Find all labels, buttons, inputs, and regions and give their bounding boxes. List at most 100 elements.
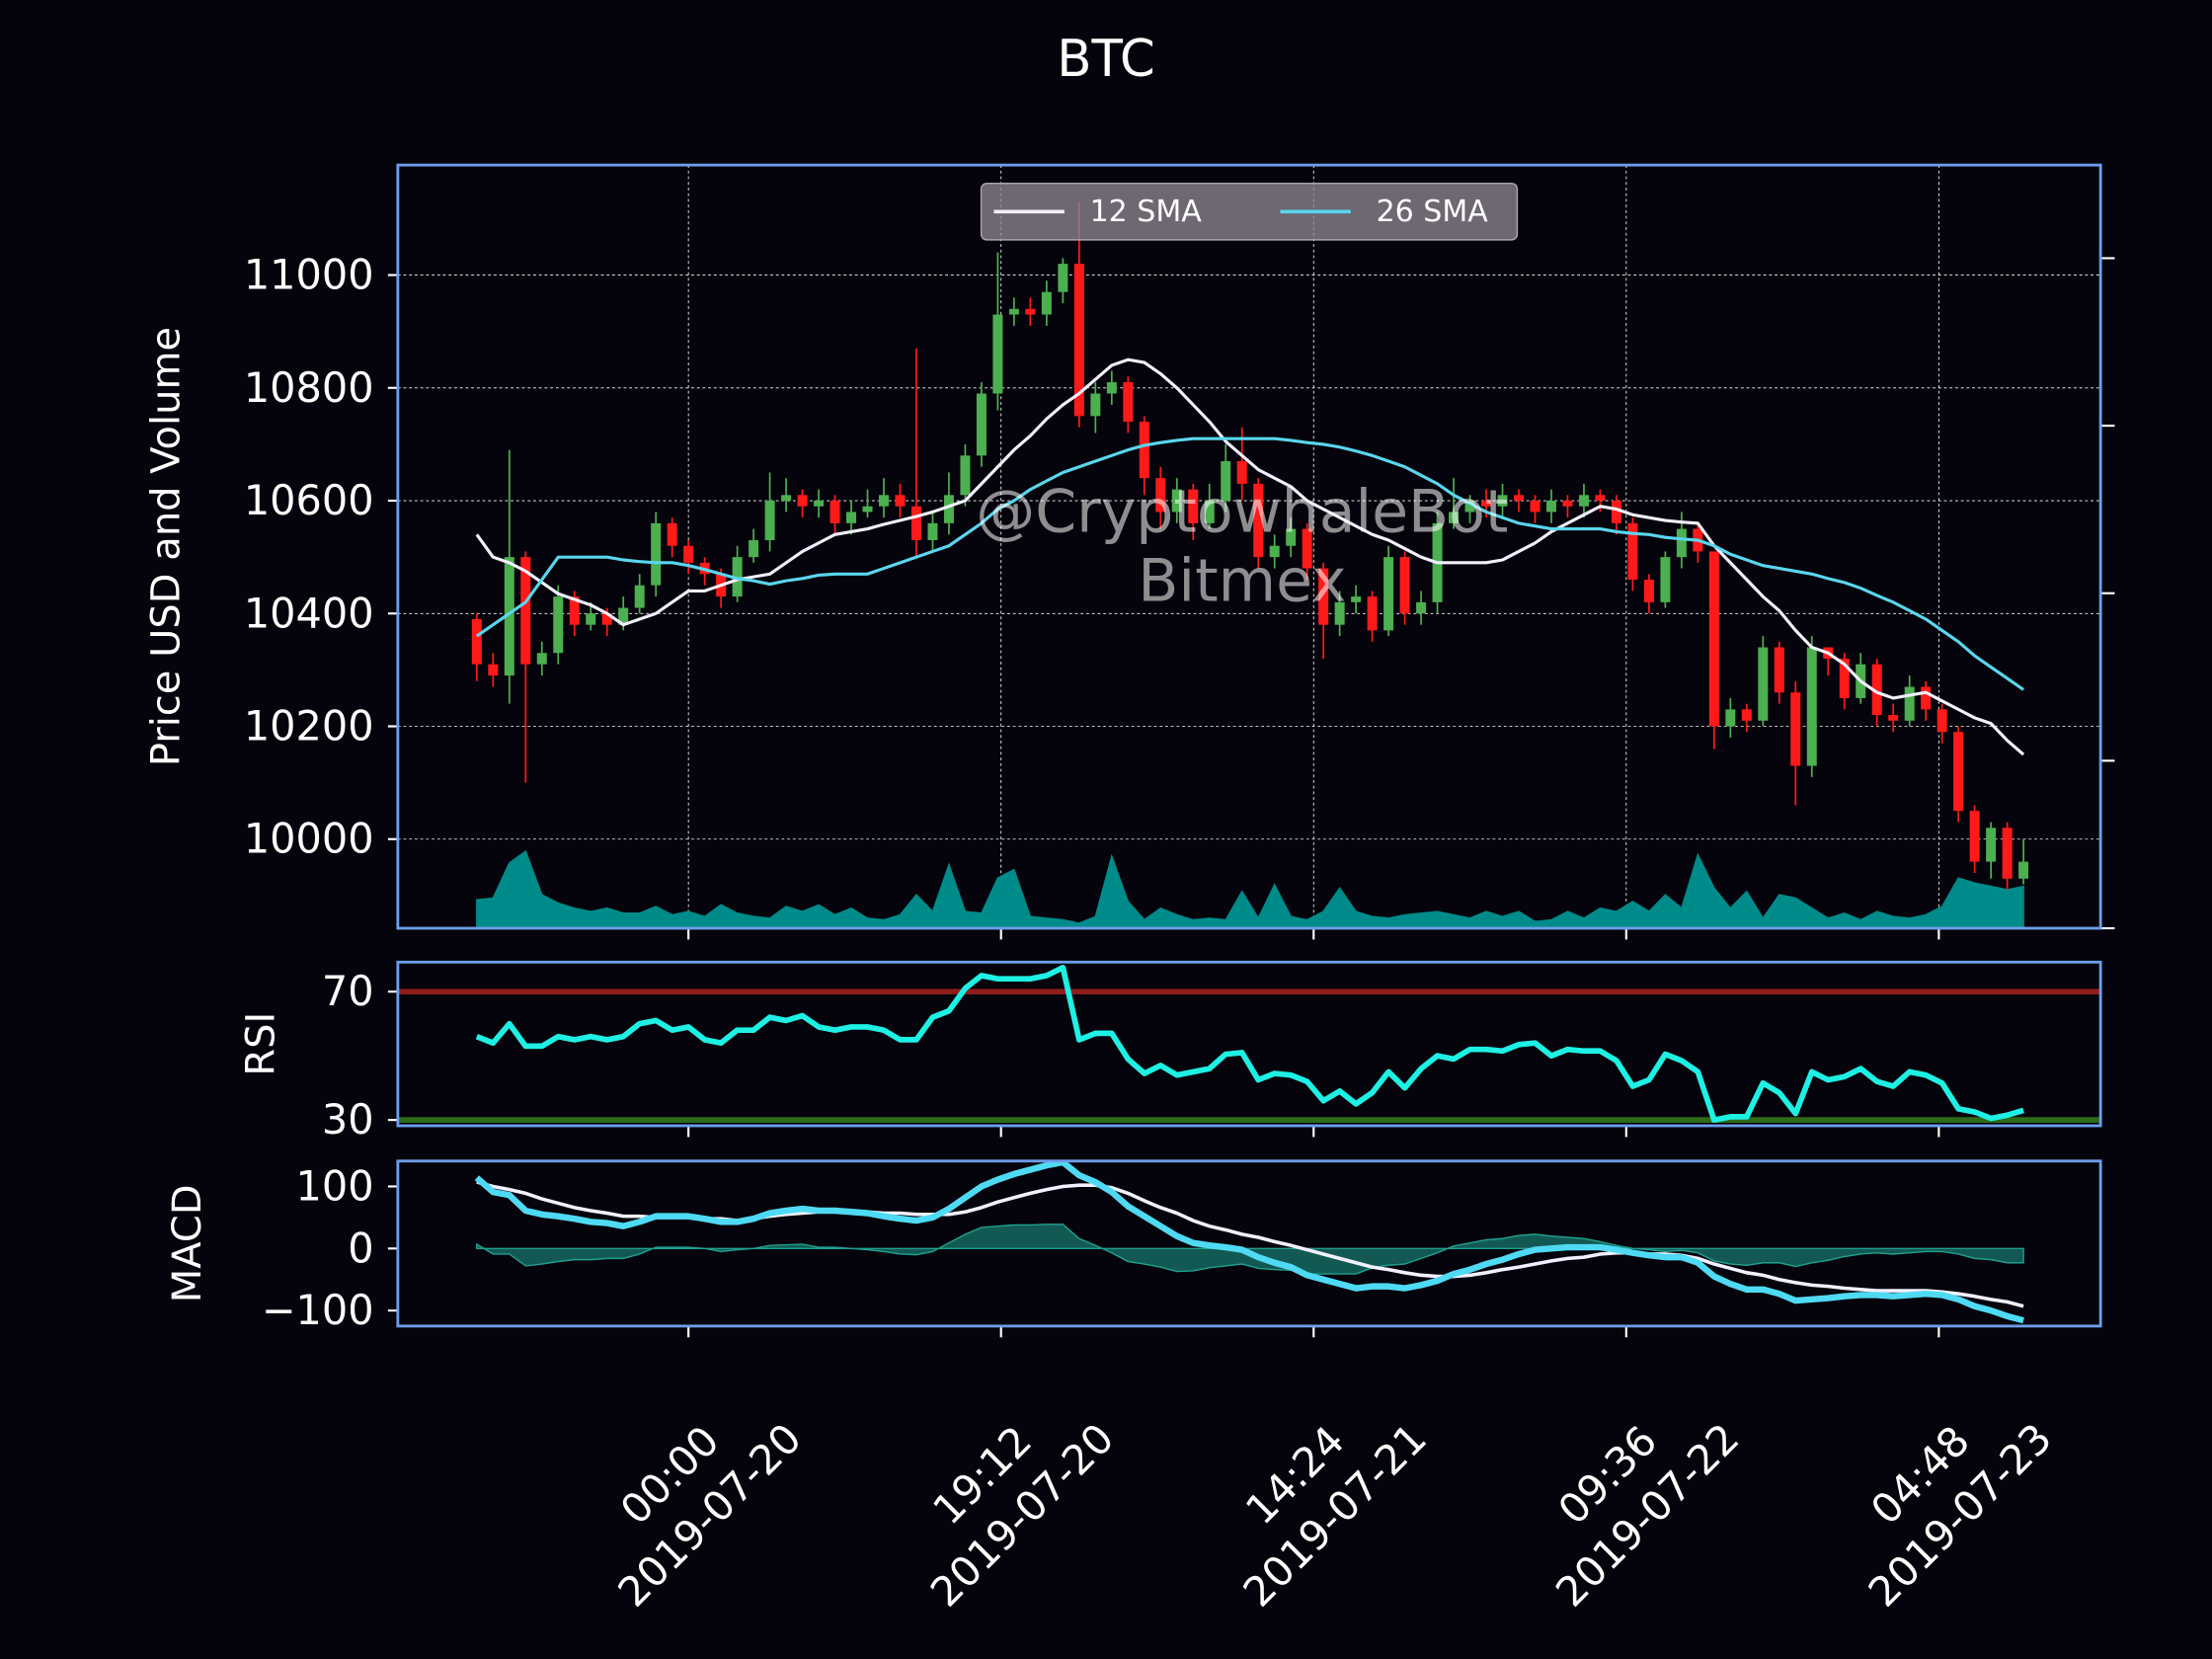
candle-body bbox=[749, 540, 759, 558]
candle-body bbox=[878, 495, 889, 507]
candle-body bbox=[2018, 861, 2029, 879]
candle-body bbox=[1758, 647, 1769, 721]
candle-body bbox=[1302, 528, 1312, 569]
plot-area bbox=[474, 1160, 2024, 1324]
axes-frame bbox=[396, 1159, 2102, 1328]
watermark: @CryptowhaleBot bbox=[976, 478, 1508, 547]
candle-body bbox=[1236, 461, 1247, 484]
candle-body bbox=[471, 618, 482, 665]
plot-area bbox=[397, 964, 2101, 1124]
series-line bbox=[475, 964, 2024, 1124]
y-tick-label: 10200 bbox=[244, 703, 374, 750]
candle-body bbox=[1383, 557, 1394, 631]
candle-body bbox=[683, 545, 694, 563]
candle-body bbox=[1008, 308, 1019, 315]
y-axis-label: RSI bbox=[238, 1012, 283, 1076]
candle-body bbox=[1481, 501, 1492, 507]
candle-body bbox=[814, 501, 825, 507]
candle-body bbox=[1351, 596, 1362, 602]
y-tick-label: 0 bbox=[348, 1224, 373, 1272]
candle-body bbox=[667, 522, 677, 546]
candle-body bbox=[1367, 596, 1378, 631]
candle-body bbox=[1106, 382, 1117, 394]
y-tick-label: −100 bbox=[262, 1287, 374, 1334]
candle-body bbox=[1139, 422, 1149, 479]
y-tick-label: 11000 bbox=[244, 252, 374, 299]
candle-body bbox=[910, 506, 921, 541]
chart-title: BTC bbox=[1057, 30, 1155, 89]
y-tick-label: 10600 bbox=[244, 477, 374, 524]
candle-body bbox=[1253, 483, 1264, 558]
candle-body bbox=[1627, 522, 1638, 580]
watermark: Bitmex bbox=[1138, 547, 1346, 616]
candle-body bbox=[553, 596, 564, 654]
candle-body bbox=[1904, 686, 1915, 721]
candle-body bbox=[1073, 264, 1084, 417]
candle-body bbox=[1660, 557, 1671, 602]
series-area bbox=[476, 849, 2024, 928]
candle-body bbox=[927, 522, 938, 541]
legend-label: 12 SMA bbox=[1090, 195, 1203, 229]
candle-body bbox=[846, 512, 857, 523]
candle-body bbox=[1595, 495, 1606, 502]
candle-body bbox=[1449, 512, 1460, 523]
candle-body bbox=[569, 596, 580, 625]
y-tick-label: 100 bbox=[296, 1162, 374, 1210]
candle-body bbox=[1041, 291, 1052, 315]
candle-body bbox=[2002, 828, 2013, 879]
candle-body bbox=[1497, 495, 1508, 507]
candle-body bbox=[536, 653, 547, 665]
candle-body bbox=[520, 557, 531, 665]
candle-body bbox=[976, 393, 987, 456]
candle-body bbox=[943, 495, 954, 523]
candle-body bbox=[1741, 709, 1752, 721]
axes-frame bbox=[396, 163, 2102, 930]
candle-body bbox=[1514, 495, 1525, 502]
series-line bbox=[475, 357, 2025, 756]
candle-body bbox=[618, 607, 629, 625]
y-tick-label: 70 bbox=[322, 968, 374, 1015]
candle-body bbox=[1725, 709, 1736, 727]
candle-body bbox=[1204, 501, 1215, 523]
candle-body bbox=[781, 495, 792, 502]
series-line bbox=[475, 436, 2024, 691]
candle-body bbox=[732, 557, 743, 597]
series-line bbox=[474, 1160, 2024, 1324]
candle-body bbox=[1969, 811, 1980, 862]
candle-body bbox=[1888, 715, 1899, 721]
candle-body bbox=[1611, 501, 1621, 523]
y-tick-label: 10000 bbox=[244, 816, 374, 863]
legend-box bbox=[980, 183, 1519, 241]
candle-body bbox=[1090, 393, 1101, 417]
candle-body bbox=[1562, 501, 1573, 507]
y-tick-label: 30 bbox=[322, 1096, 374, 1144]
candle-body bbox=[1221, 461, 1231, 502]
candle-body bbox=[862, 506, 873, 513]
candle-body bbox=[1399, 557, 1410, 614]
candle-body bbox=[1123, 382, 1134, 423]
candle-body bbox=[1058, 264, 1068, 292]
candle-body bbox=[1188, 489, 1199, 523]
y-axis-label: MACD bbox=[165, 1184, 210, 1303]
candle-body bbox=[960, 455, 971, 496]
candle-body bbox=[1269, 545, 1280, 558]
y-tick-label: 10400 bbox=[244, 590, 374, 637]
candle-body bbox=[1708, 551, 1719, 727]
candle-body bbox=[1545, 501, 1556, 513]
candle-body bbox=[586, 613, 596, 625]
candle-body bbox=[634, 585, 645, 608]
candle-body bbox=[1025, 308, 1036, 315]
candle-body bbox=[1334, 601, 1345, 625]
candle-body bbox=[1839, 658, 1850, 698]
candle-body bbox=[1774, 647, 1784, 693]
candle-body bbox=[1464, 501, 1475, 513]
candle-body bbox=[1155, 478, 1166, 513]
candle-body bbox=[488, 664, 499, 676]
candle-body bbox=[1286, 528, 1297, 546]
candle-body bbox=[1953, 732, 1964, 812]
candle-body bbox=[992, 314, 1003, 394]
plot-area bbox=[397, 165, 2101, 928]
legend-label: 26 SMA bbox=[1377, 195, 1489, 229]
candle-body bbox=[601, 613, 612, 625]
